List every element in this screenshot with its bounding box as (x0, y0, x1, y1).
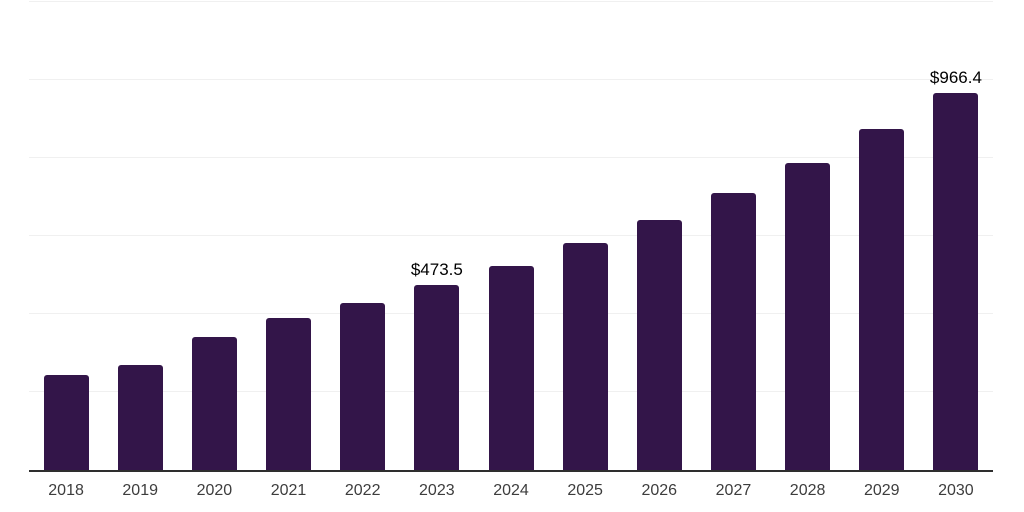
bar-2025 (562, 243, 608, 470)
x-tick-label-2026: 2026 (641, 482, 678, 499)
bar-2018 (43, 374, 89, 470)
x-tick-label-2024: 2024 (493, 482, 529, 499)
bar-2020 (191, 337, 237, 470)
x-axis-line (29, 470, 993, 472)
x-tick-label-2023: 2023 (419, 482, 455, 499)
gridline-800 (29, 157, 993, 158)
bar-2029 (859, 129, 905, 470)
bar-2021 (266, 317, 312, 470)
bar-2024 (488, 266, 534, 470)
x-tick-label-2019: 2019 (122, 482, 158, 499)
bar-2023 (414, 285, 460, 470)
bar-2030 (933, 93, 979, 470)
bar-2019 (117, 365, 163, 470)
gridline-1200 (29, 1, 993, 2)
x-tick-label-2020: 2020 (196, 482, 233, 499)
bar-2026 (636, 220, 682, 470)
x-tick-label-2022: 2022 (344, 482, 381, 499)
x-tick-label-2027: 2027 (715, 482, 752, 499)
x-axis: 2018 2019 2020 2021 2022 2023 2024 2025 2026 2027… (29, 482, 993, 502)
bar-value-label-2030: $966.4 (929, 68, 982, 88)
x-tick-label-2030: 2030 (938, 482, 974, 499)
plot-area: $473.5 $966.4 (29, 1, 993, 470)
bar-2027 (710, 193, 756, 470)
x-tick-label-2025: 2025 (567, 482, 603, 499)
bar-2028 (785, 163, 831, 470)
x-tick-label-2028: 2028 (789, 482, 826, 499)
bar-2022 (340, 303, 386, 470)
x-tick-label-2029: 2029 (863, 482, 900, 499)
x-tick-label-2018: 2018 (48, 482, 84, 499)
gridline-1000 (29, 79, 993, 80)
x-tick-label-2021: 2021 (270, 482, 307, 499)
gridline-600 (29, 235, 993, 236)
bar-value-label-2023: $473.5 (410, 260, 463, 280)
